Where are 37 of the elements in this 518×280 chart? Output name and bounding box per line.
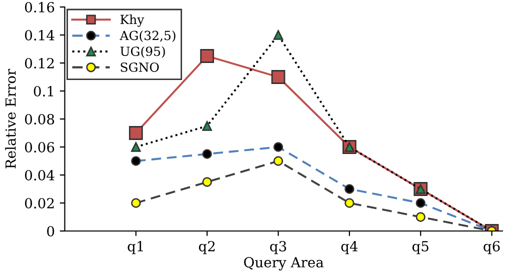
x-axis-title: Query Area <box>244 256 324 270</box>
point <box>202 121 212 131</box>
point <box>131 142 141 152</box>
x-tick-label: q3 <box>270 240 286 254</box>
x-tick-label: q4 <box>341 240 358 254</box>
y-tick-label: 0.02 <box>25 198 54 208</box>
point <box>273 142 284 152</box>
point <box>416 212 426 222</box>
point <box>271 70 286 84</box>
legend-label: AG(32,5) <box>120 30 176 42</box>
point <box>202 177 212 187</box>
point <box>200 49 214 63</box>
x-tick-label: q6 <box>484 240 500 254</box>
y-tick-label: 0.12 <box>25 58 54 68</box>
point <box>344 198 354 208</box>
y-tick-label: 0.06 <box>25 142 54 152</box>
point <box>128 126 143 140</box>
point <box>131 198 141 208</box>
point <box>273 156 284 166</box>
y-tick-label: 0 <box>47 226 54 236</box>
y-tick-label: 0.16 <box>25 2 54 12</box>
y-tick-label: 0.1 <box>34 86 54 96</box>
point <box>344 184 354 194</box>
x-tick-label: q1 <box>128 240 143 254</box>
x-tick-label: q2 <box>198 240 215 254</box>
point <box>416 198 426 208</box>
x-tick-label: q5 <box>412 241 428 254</box>
point <box>202 149 212 159</box>
legend-label: SGNO <box>120 62 159 72</box>
y-axis-title: Relative Error <box>5 68 16 168</box>
y-tick-label: 0.08 <box>25 114 54 124</box>
point <box>273 30 284 40</box>
y-tick-label: 0.04 <box>25 170 54 180</box>
legend-label: UG(95) <box>120 46 165 58</box>
legend-label: Khy <box>120 14 144 27</box>
point <box>131 156 141 166</box>
y-tick-label: 0.14 <box>25 30 54 40</box>
